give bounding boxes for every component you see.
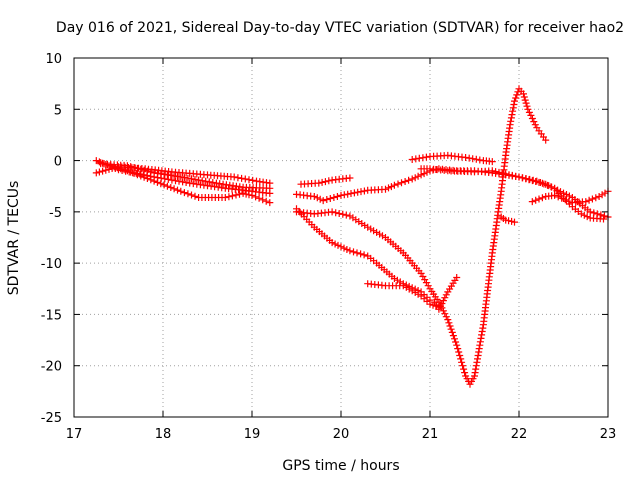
plus-markers (97, 160, 274, 192)
x-tick-label: 18 (155, 427, 172, 442)
plus-markers (417, 165, 612, 221)
series-track-13 (528, 187, 612, 207)
series-track-3 (97, 160, 274, 192)
chart-title: Day 016 of 2021, Sidereal Day-to-day VTE… (56, 20, 624, 36)
data-markers (92, 85, 612, 388)
y-tick-label: -25 (41, 411, 62, 426)
x-axis-label: GPS time / hours (282, 458, 399, 474)
y-tick-label: 10 (45, 52, 62, 67)
x-tick-label: 23 (600, 427, 617, 442)
series-track-11 (364, 280, 443, 311)
plus-markers (364, 280, 443, 311)
plus-markers (408, 151, 496, 166)
y-tick-label: 0 (54, 155, 62, 170)
series-track-5 (297, 174, 354, 188)
x-tick-label: 21 (422, 427, 439, 442)
x-tick-label: 19 (244, 427, 261, 442)
y-tick-label: -10 (41, 257, 62, 272)
plus-markers (97, 159, 274, 207)
plus-markers (497, 213, 518, 226)
y-tick-label: -15 (41, 308, 62, 323)
y-tick-label: 5 (54, 103, 62, 118)
plot-frame (73, 57, 609, 418)
x-tick-label: 17 (66, 427, 83, 442)
series-track-9 (408, 151, 496, 166)
y-tick-label: -5 (49, 206, 62, 221)
plus-markers (293, 85, 550, 388)
grid (74, 58, 608, 417)
series-track-7 (293, 85, 550, 388)
y-axis-label: SDTVAR / TECUs (6, 181, 22, 296)
y-tick-label: -20 (41, 360, 62, 375)
series-track-12 (497, 213, 518, 226)
series-track-4 (97, 159, 274, 207)
axis-ticks: 17 18 19 20 21 22 23 -25 -20 -15 -10 -5 0 5 10 (41, 52, 617, 442)
series-track-10 (417, 165, 612, 221)
plus-markers (528, 187, 612, 207)
x-tick-label: 20 (333, 427, 350, 442)
plus-markers (297, 174, 354, 188)
x-tick-label: 22 (511, 427, 528, 442)
